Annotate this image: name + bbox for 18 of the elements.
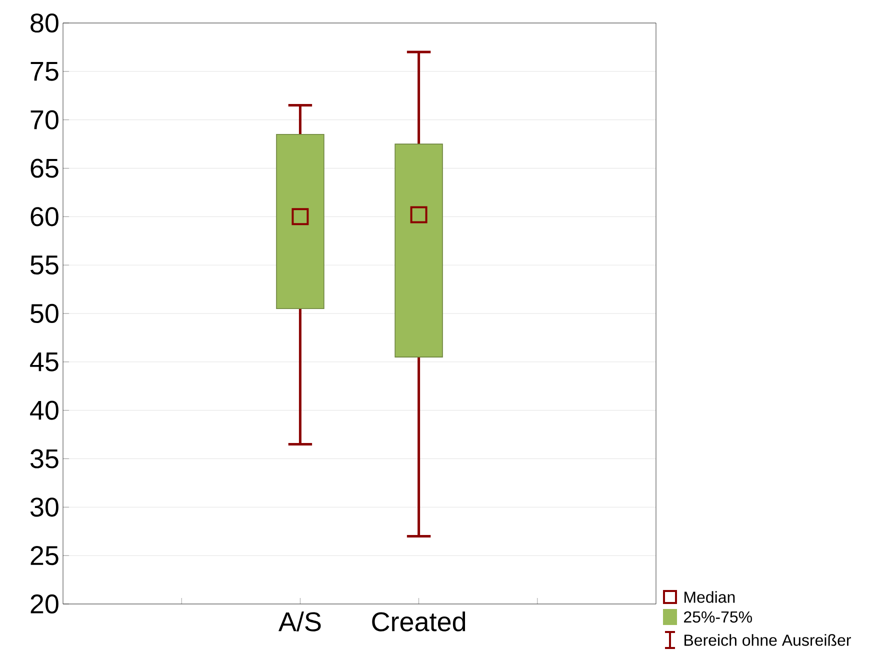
y-tick-label: 35 — [30, 449, 58, 468]
y-tick-label: 40 — [30, 400, 58, 420]
y-tick-label: 60 — [30, 207, 58, 226]
y-tick-label: 45 — [30, 352, 58, 372]
y-tick-label: 75 — [30, 62, 58, 81]
y-tick-label: 20 — [30, 594, 58, 614]
y-tick-label: 65 — [30, 158, 58, 178]
y-tick-label: 70 — [30, 110, 58, 130]
x-tick-label: Created — [372, 612, 466, 632]
text: Bereich ohne Ausreißer — [684, 634, 851, 646]
x-tick-label: A/S — [278, 612, 321, 632]
y-tick-label: 50 — [30, 304, 58, 324]
y-tick-label: 30 — [30, 498, 58, 517]
text: Median — [684, 591, 735, 603]
legend-label: 25%-75% — [684, 611, 752, 623]
y-tick-label: 80 — [30, 13, 58, 33]
y-tick-label: 25 — [30, 546, 58, 566]
y-tick-label: 55 — [30, 256, 58, 274]
